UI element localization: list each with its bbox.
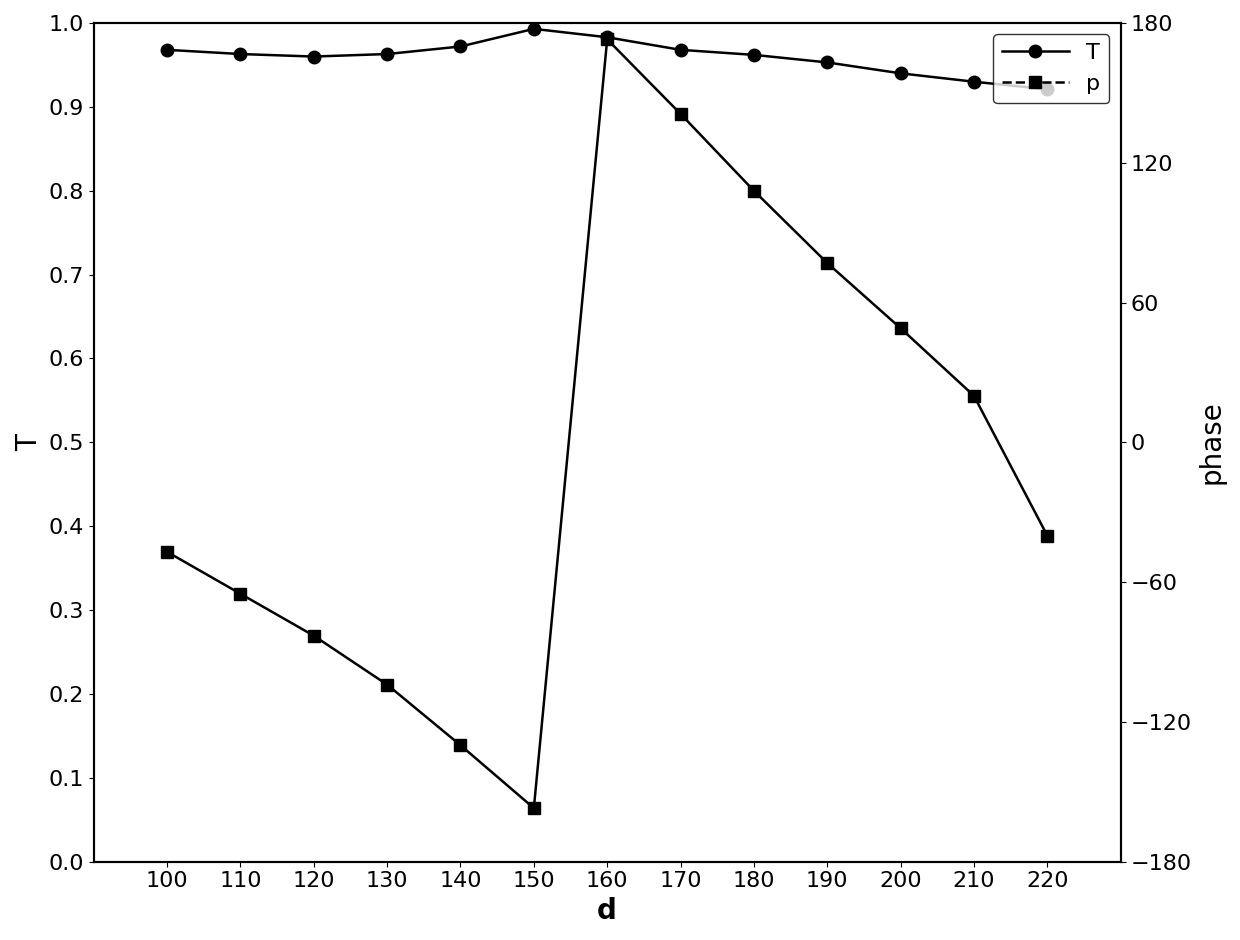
T <box>306 51 321 62</box>
p <box>453 740 467 751</box>
p <box>1040 530 1055 541</box>
p <box>746 185 761 196</box>
T <box>527 24 542 35</box>
X-axis label: d: d <box>598 897 618 925</box>
p <box>233 588 248 600</box>
T <box>966 76 981 87</box>
p <box>820 258 835 269</box>
p <box>527 803 542 814</box>
T <box>600 32 615 43</box>
T <box>233 48 248 59</box>
p <box>306 630 321 641</box>
T <box>160 44 175 55</box>
Line: T: T <box>161 23 1054 96</box>
Y-axis label: phase: phase <box>1197 400 1225 484</box>
T <box>379 48 394 59</box>
T <box>746 49 761 60</box>
p <box>893 322 908 334</box>
Y-axis label: T: T <box>15 434 43 451</box>
p <box>160 546 175 557</box>
T <box>893 68 908 79</box>
T <box>673 44 688 55</box>
T <box>820 56 835 68</box>
T <box>1040 84 1055 95</box>
p <box>379 679 394 690</box>
Legend: T, p: T, p <box>993 34 1110 103</box>
p <box>600 34 615 45</box>
p <box>673 108 688 119</box>
T <box>453 40 467 52</box>
Line: p: p <box>161 33 1054 814</box>
p <box>966 390 981 401</box>
